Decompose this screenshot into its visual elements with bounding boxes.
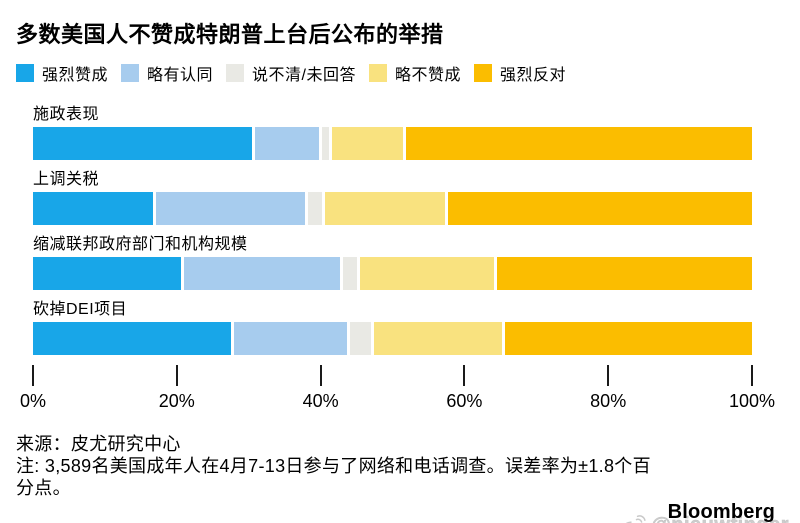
bar-segment: [331, 127, 403, 160]
legend-label: 强烈赞成: [42, 67, 109, 84]
bar-segment: [497, 257, 752, 290]
legend: 强烈赞成 略有认同 说不清/未回答 略不赞成 强烈反对: [16, 61, 784, 85]
legend-swatch: [121, 64, 140, 82]
bar-group: 施政表现: [33, 105, 752, 160]
bar-segment: [447, 192, 752, 225]
bar-segment: [156, 192, 305, 225]
bar-segment: [405, 127, 752, 160]
category-label: 缩减联邦政府部门和机构规模: [33, 236, 248, 253]
axis-tick-label: 80%: [590, 391, 627, 411]
bar-segment: [33, 322, 231, 355]
x-axis: 0% 20% 40% 60% 80% 100%: [20, 365, 775, 417]
legend-label: 说不清/未回答: [252, 67, 356, 84]
bar-segment: [321, 127, 329, 160]
legend-item: 强烈赞成: [16, 61, 108, 85]
bar-segment: [233, 322, 348, 355]
brand-area: Bloomberg @nieuwfinder: [555, 501, 789, 523]
axis-tick-mark: [751, 365, 753, 386]
legend-item: 略不赞成: [368, 61, 461, 85]
chart-area: 施政表现上调关税缩减联邦政府部门和机构规模 砍掉DEI项目: [33, 105, 752, 355]
axis-tick-mark: [463, 365, 466, 386]
legend-item: 略有认同: [121, 61, 213, 85]
legend-label: 略有认同: [147, 67, 214, 84]
watermark-handle: @nieuwfinder: [651, 514, 789, 523]
bar-segment: [307, 192, 322, 225]
bar-group: 砍掉DEI项目: [33, 300, 752, 355]
bar-segment: [374, 322, 502, 355]
bar-segment: [33, 257, 182, 290]
footnotes: 来源：皮尤研究中心 注: 3,589名美国成年人在4月7-13日参与了网络和电话…: [16, 433, 784, 499]
axis-tick-mark: [175, 365, 178, 386]
bar-segment: [504, 322, 752, 355]
bar-group: 缩减联邦政府部门和机构规模: [33, 235, 752, 290]
axis-tick-mark: [607, 365, 610, 386]
bar-segment: [350, 322, 372, 355]
axis-tick-label: 20%: [158, 391, 195, 411]
weibo-icon: [625, 514, 646, 523]
legend-swatch: [16, 64, 34, 82]
axis-tick-label: 60%: [446, 391, 483, 411]
bar-segment: [33, 127, 253, 160]
stacked-bar: [33, 192, 752, 225]
legend-swatch: [474, 64, 492, 82]
bar-segment: [184, 257, 341, 290]
category-label: 上调关税: [33, 171, 100, 188]
bar-segment: [324, 192, 445, 225]
legend-swatch: [368, 64, 387, 82]
stacked-bar: [33, 322, 752, 355]
legend-label: 略不赞成: [394, 67, 461, 84]
bloomberg-logo: Bloomberg: [667, 501, 775, 523]
note-text: 注: 3,589名美国成年人在4月7-13日参与了网络和电话调查。误差率为±1.…: [16, 456, 651, 498]
watermark: @nieuwfinder: [620, 514, 789, 523]
bar-segment: [360, 257, 495, 290]
bar-group: 上调关税: [33, 170, 752, 225]
legend-swatch: [226, 64, 245, 82]
category-label: 施政表现: [33, 106, 100, 123]
stacked-bar: [33, 127, 752, 160]
axis-tick-mark: [319, 365, 322, 386]
category-label: 砍掉DEI项目: [33, 301, 128, 318]
axis-tick-label: 100%: [728, 391, 776, 411]
bar-segment: [33, 192, 154, 225]
legend-item: 强烈反对: [474, 61, 566, 85]
source-text: 来源：皮尤研究中心: [16, 434, 181, 454]
axis-tick-mark: [32, 365, 34, 386]
bar-segment: [255, 127, 319, 160]
legend-item: 说不清/未回答: [226, 61, 356, 85]
axis-tick-label: 0%: [19, 391, 47, 411]
axis-tick-label: 40%: [302, 391, 339, 411]
legend-label: 强烈反对: [500, 67, 567, 84]
stacked-bar: [33, 257, 752, 290]
chart-title: 多数美国人不赞成特朗普上台后公布的举措: [16, 22, 444, 47]
bar-segment: [343, 257, 358, 290]
